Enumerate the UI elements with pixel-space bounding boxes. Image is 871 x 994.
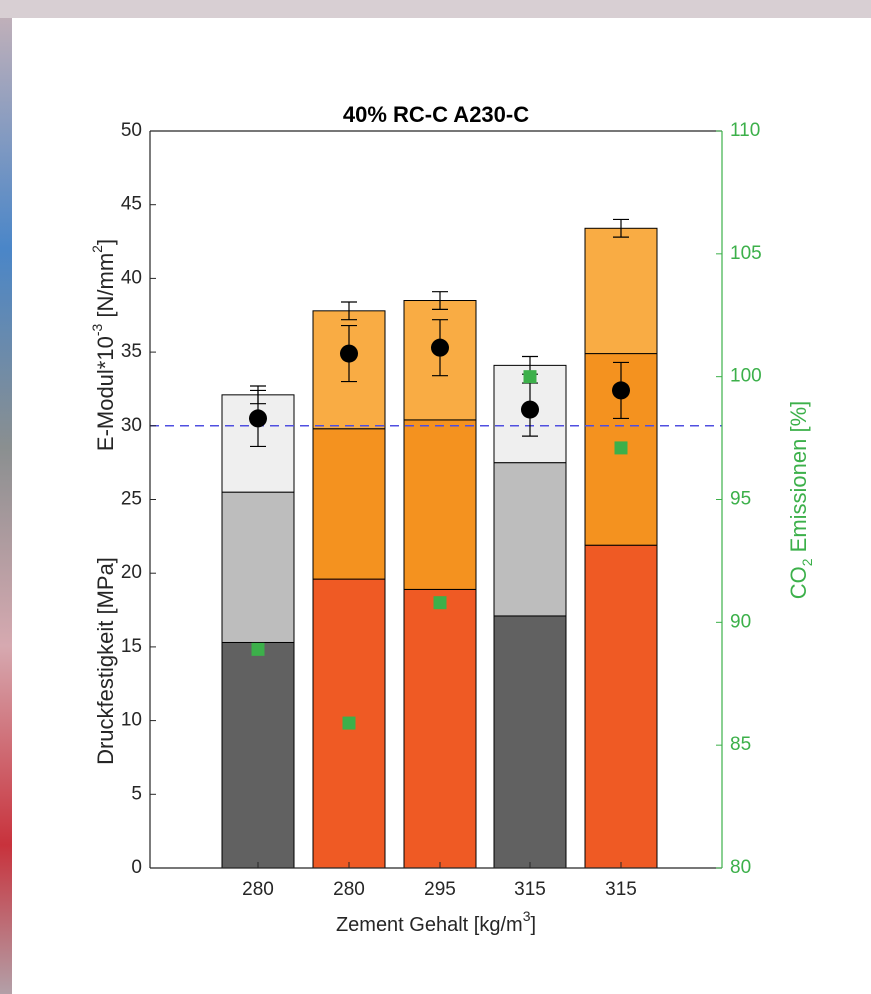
background-photo (0, 0, 12, 994)
bar-segment (403, 419, 477, 590)
point (340, 344, 358, 363)
x-tick-label: 315 (514, 879, 546, 900)
label-part: CO (786, 566, 811, 599)
label-part: [N/mm (93, 253, 118, 324)
y2-tick-label: 85 (730, 734, 751, 755)
error-bar (341, 301, 357, 321)
y-tick-label: 50 (121, 120, 142, 141)
label-part: 2 (89, 245, 105, 253)
y2-tick-label: 105 (730, 243, 762, 264)
y-tick-label: 25 (121, 489, 142, 510)
label-part: Emissionen [%] (786, 401, 811, 559)
label-part: E-Modul*10 (93, 336, 118, 451)
y2-tick-label: 100 (730, 366, 762, 387)
y-tick-label: 30 (121, 415, 142, 436)
x-tick-label: 295 (424, 879, 456, 900)
label-part: ] (530, 914, 536, 936)
y2-tick-label: 95 (730, 489, 751, 510)
error-bar (613, 218, 629, 238)
co2-marker (614, 441, 628, 455)
co2-marker (433, 596, 447, 610)
point (521, 400, 539, 419)
x-tick-label: 280 (333, 879, 365, 900)
chart-title: 40% RC-C A230-C (343, 102, 529, 127)
co2-marker (342, 716, 356, 730)
point (612, 381, 630, 400)
label-part: -3 (89, 323, 105, 336)
y-tick-label: 0 (131, 857, 142, 878)
label-part: 2 (799, 558, 815, 566)
point (431, 338, 449, 357)
bar-segment (584, 227, 658, 355)
bar-segment (403, 588, 477, 869)
x-tick-label: 280 (242, 879, 274, 900)
co2-marker (523, 370, 537, 384)
bar-segment (493, 615, 567, 869)
label-part: Zement Gehalt [kg/m (336, 914, 523, 936)
y-tick-label: 15 (121, 636, 142, 657)
label-part: ] (93, 239, 118, 245)
y-tick-label: 10 (121, 710, 142, 731)
y-axis-label: E-Modul*10-3 [N/mm2] (89, 239, 118, 451)
y-tick-label: 40 (121, 267, 142, 288)
y-tick-label: 20 (121, 562, 142, 583)
y2-tick-label: 80 (730, 857, 751, 878)
label-part: 3 (523, 908, 531, 924)
point (249, 409, 267, 428)
y-axis-label: Druckfestigkeit [MPa] (93, 557, 118, 765)
x-tick-label: 315 (605, 879, 637, 900)
y2-tick-label: 90 (730, 611, 751, 632)
y2-tick-label: 110 (730, 120, 760, 141)
bar-segment (312, 428, 386, 580)
co2-marker (251, 642, 265, 656)
y-tick-label: 35 (121, 341, 142, 362)
x-axis-label: Zement Gehalt [kg/m3] (336, 908, 536, 937)
bar-segment (221, 641, 295, 869)
background-photo (0, 0, 871, 18)
y-tick-label: 45 (121, 194, 142, 215)
error-bar (432, 291, 448, 310)
bar-segment (584, 544, 658, 869)
y2-axis-label: CO2 Emissionen [%] (786, 401, 815, 600)
y-tick-label: 5 (131, 783, 142, 804)
bar-segment (221, 491, 295, 643)
bar-segment (493, 462, 567, 617)
